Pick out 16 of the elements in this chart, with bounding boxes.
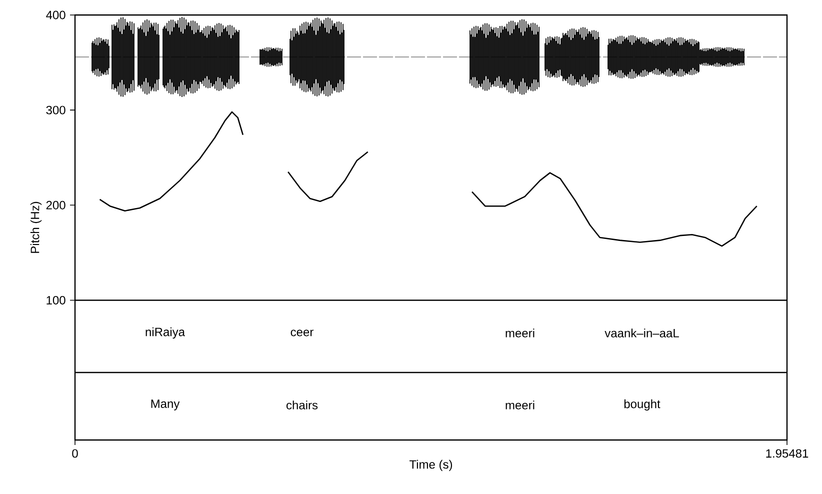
y-tick-label: 100 bbox=[46, 296, 66, 304]
annotation: chairs bbox=[286, 400, 318, 410]
annotation: meeri bbox=[506, 328, 534, 338]
x-tick-label: 0 bbox=[72, 449, 78, 458]
y-axis-title: Pitch (Hz) bbox=[30, 202, 42, 253]
annotation: ceer bbox=[290, 330, 314, 336]
y-tick-label: 300 bbox=[46, 106, 66, 114]
y-tick-label: 400 bbox=[46, 10, 66, 20]
annotation: meeri bbox=[506, 400, 534, 410]
annotation: bought bbox=[624, 399, 660, 411]
annotation: niRaiya bbox=[146, 327, 185, 339]
x-tick-label: 1.95481 bbox=[766, 449, 808, 458]
annotation: vaank–in–aaL bbox=[604, 328, 679, 338]
annotation: Many bbox=[151, 400, 180, 410]
y-tick-label: 200 bbox=[46, 200, 66, 210]
x-axis-title: Time (s) bbox=[410, 460, 452, 472]
